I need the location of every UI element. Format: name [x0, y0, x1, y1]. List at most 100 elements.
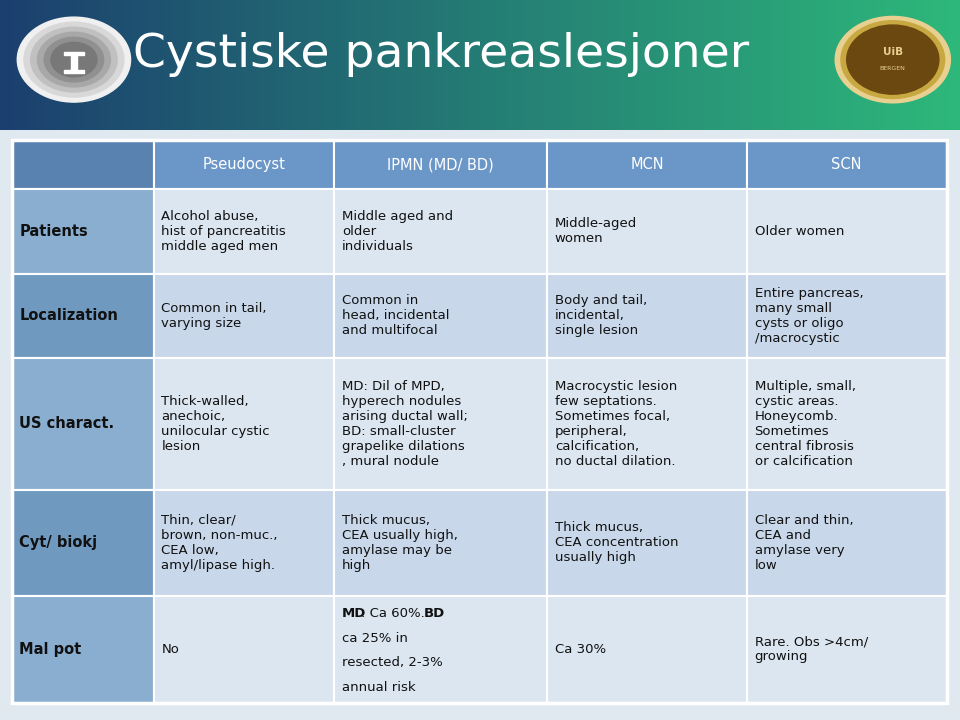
Bar: [144, 0, 147, 130]
Bar: [12, 189, 154, 274]
Bar: [747, 490, 947, 596]
Bar: [461, 0, 464, 130]
Bar: [886, 0, 890, 130]
Bar: [922, 0, 924, 130]
Bar: [477, 0, 480, 130]
Bar: [154, 596, 334, 703]
Bar: [334, 189, 547, 274]
Bar: [394, 0, 396, 130]
Bar: [432, 0, 435, 130]
Text: Cystiske pankreaslesjoner: Cystiske pankreaslesjoner: [133, 32, 750, 77]
Bar: [22, 0, 26, 130]
Bar: [727, 0, 730, 130]
Circle shape: [44, 37, 104, 82]
Bar: [240, 0, 243, 130]
Bar: [490, 0, 492, 130]
Bar: [74, 0, 77, 130]
Bar: [103, 0, 106, 130]
Bar: [646, 0, 650, 130]
Bar: [365, 0, 368, 130]
Bar: [348, 0, 352, 130]
Bar: [19, 0, 22, 130]
Text: Thin, clear/
brown, non-muc.,
CEA low,
amyl/lipase high.: Thin, clear/ brown, non-muc., CEA low, a…: [161, 514, 277, 572]
Bar: [778, 0, 780, 130]
Bar: [64, 53, 84, 55]
Bar: [51, 0, 55, 130]
Bar: [387, 0, 391, 130]
Bar: [317, 0, 320, 130]
Bar: [329, 0, 333, 130]
Bar: [372, 0, 374, 130]
Bar: [547, 140, 747, 189]
Bar: [598, 0, 602, 130]
Bar: [605, 0, 608, 130]
Bar: [134, 0, 137, 130]
Bar: [775, 0, 778, 130]
Bar: [403, 0, 406, 130]
Bar: [828, 0, 832, 130]
Bar: [747, 140, 947, 189]
Bar: [804, 0, 806, 130]
Bar: [531, 0, 535, 130]
Bar: [547, 358, 747, 490]
Bar: [953, 0, 957, 130]
Bar: [89, 0, 93, 130]
Bar: [199, 0, 202, 130]
Bar: [583, 0, 586, 130]
Bar: [838, 0, 842, 130]
Bar: [579, 0, 583, 130]
Bar: [698, 0, 701, 130]
Bar: [653, 0, 656, 130]
Bar: [691, 0, 694, 130]
Bar: [137, 0, 141, 130]
Text: SCN: SCN: [831, 158, 862, 172]
Bar: [154, 189, 334, 274]
Bar: [483, 0, 487, 130]
Bar: [334, 274, 547, 358]
Bar: [214, 0, 218, 130]
Bar: [391, 0, 394, 130]
Bar: [108, 0, 112, 130]
Bar: [608, 0, 612, 130]
Text: : Ca 60%.: : Ca 60%.: [361, 607, 429, 620]
Text: Rare. Obs >4cm/
growing: Rare. Obs >4cm/ growing: [755, 636, 868, 663]
Bar: [617, 0, 621, 130]
Bar: [12, 358, 154, 490]
Bar: [835, 0, 838, 130]
Bar: [900, 0, 902, 130]
Text: Macrocystic lesion
few septations.
Sometimes focal,
peripheral,
calcification,
n: Macrocystic lesion few septations. Somet…: [555, 379, 677, 468]
Bar: [771, 0, 775, 130]
Bar: [883, 0, 886, 130]
Bar: [38, 0, 41, 130]
Bar: [128, 0, 132, 130]
Bar: [919, 0, 922, 130]
Circle shape: [31, 27, 117, 92]
Bar: [499, 0, 502, 130]
Bar: [320, 0, 324, 130]
Bar: [636, 0, 640, 130]
Bar: [400, 0, 403, 130]
Bar: [871, 0, 874, 130]
Circle shape: [24, 22, 124, 97]
Bar: [586, 0, 588, 130]
Bar: [435, 0, 439, 130]
Text: IPMN (MD/ BD): IPMN (MD/ BD): [387, 158, 494, 172]
Bar: [915, 0, 919, 130]
Bar: [538, 0, 540, 130]
Bar: [934, 0, 938, 130]
Text: Older women: Older women: [755, 225, 844, 238]
Bar: [864, 0, 867, 130]
Bar: [569, 0, 573, 130]
Bar: [304, 0, 307, 130]
Bar: [701, 0, 704, 130]
Bar: [739, 0, 742, 130]
Bar: [752, 0, 756, 130]
Bar: [324, 0, 326, 130]
Bar: [202, 0, 204, 130]
Bar: [355, 0, 358, 130]
Text: resected, 2-3%: resected, 2-3%: [342, 657, 443, 670]
Bar: [416, 0, 420, 130]
Text: Middle-aged
women: Middle-aged women: [555, 217, 637, 246]
Bar: [420, 0, 422, 130]
Bar: [547, 490, 747, 596]
